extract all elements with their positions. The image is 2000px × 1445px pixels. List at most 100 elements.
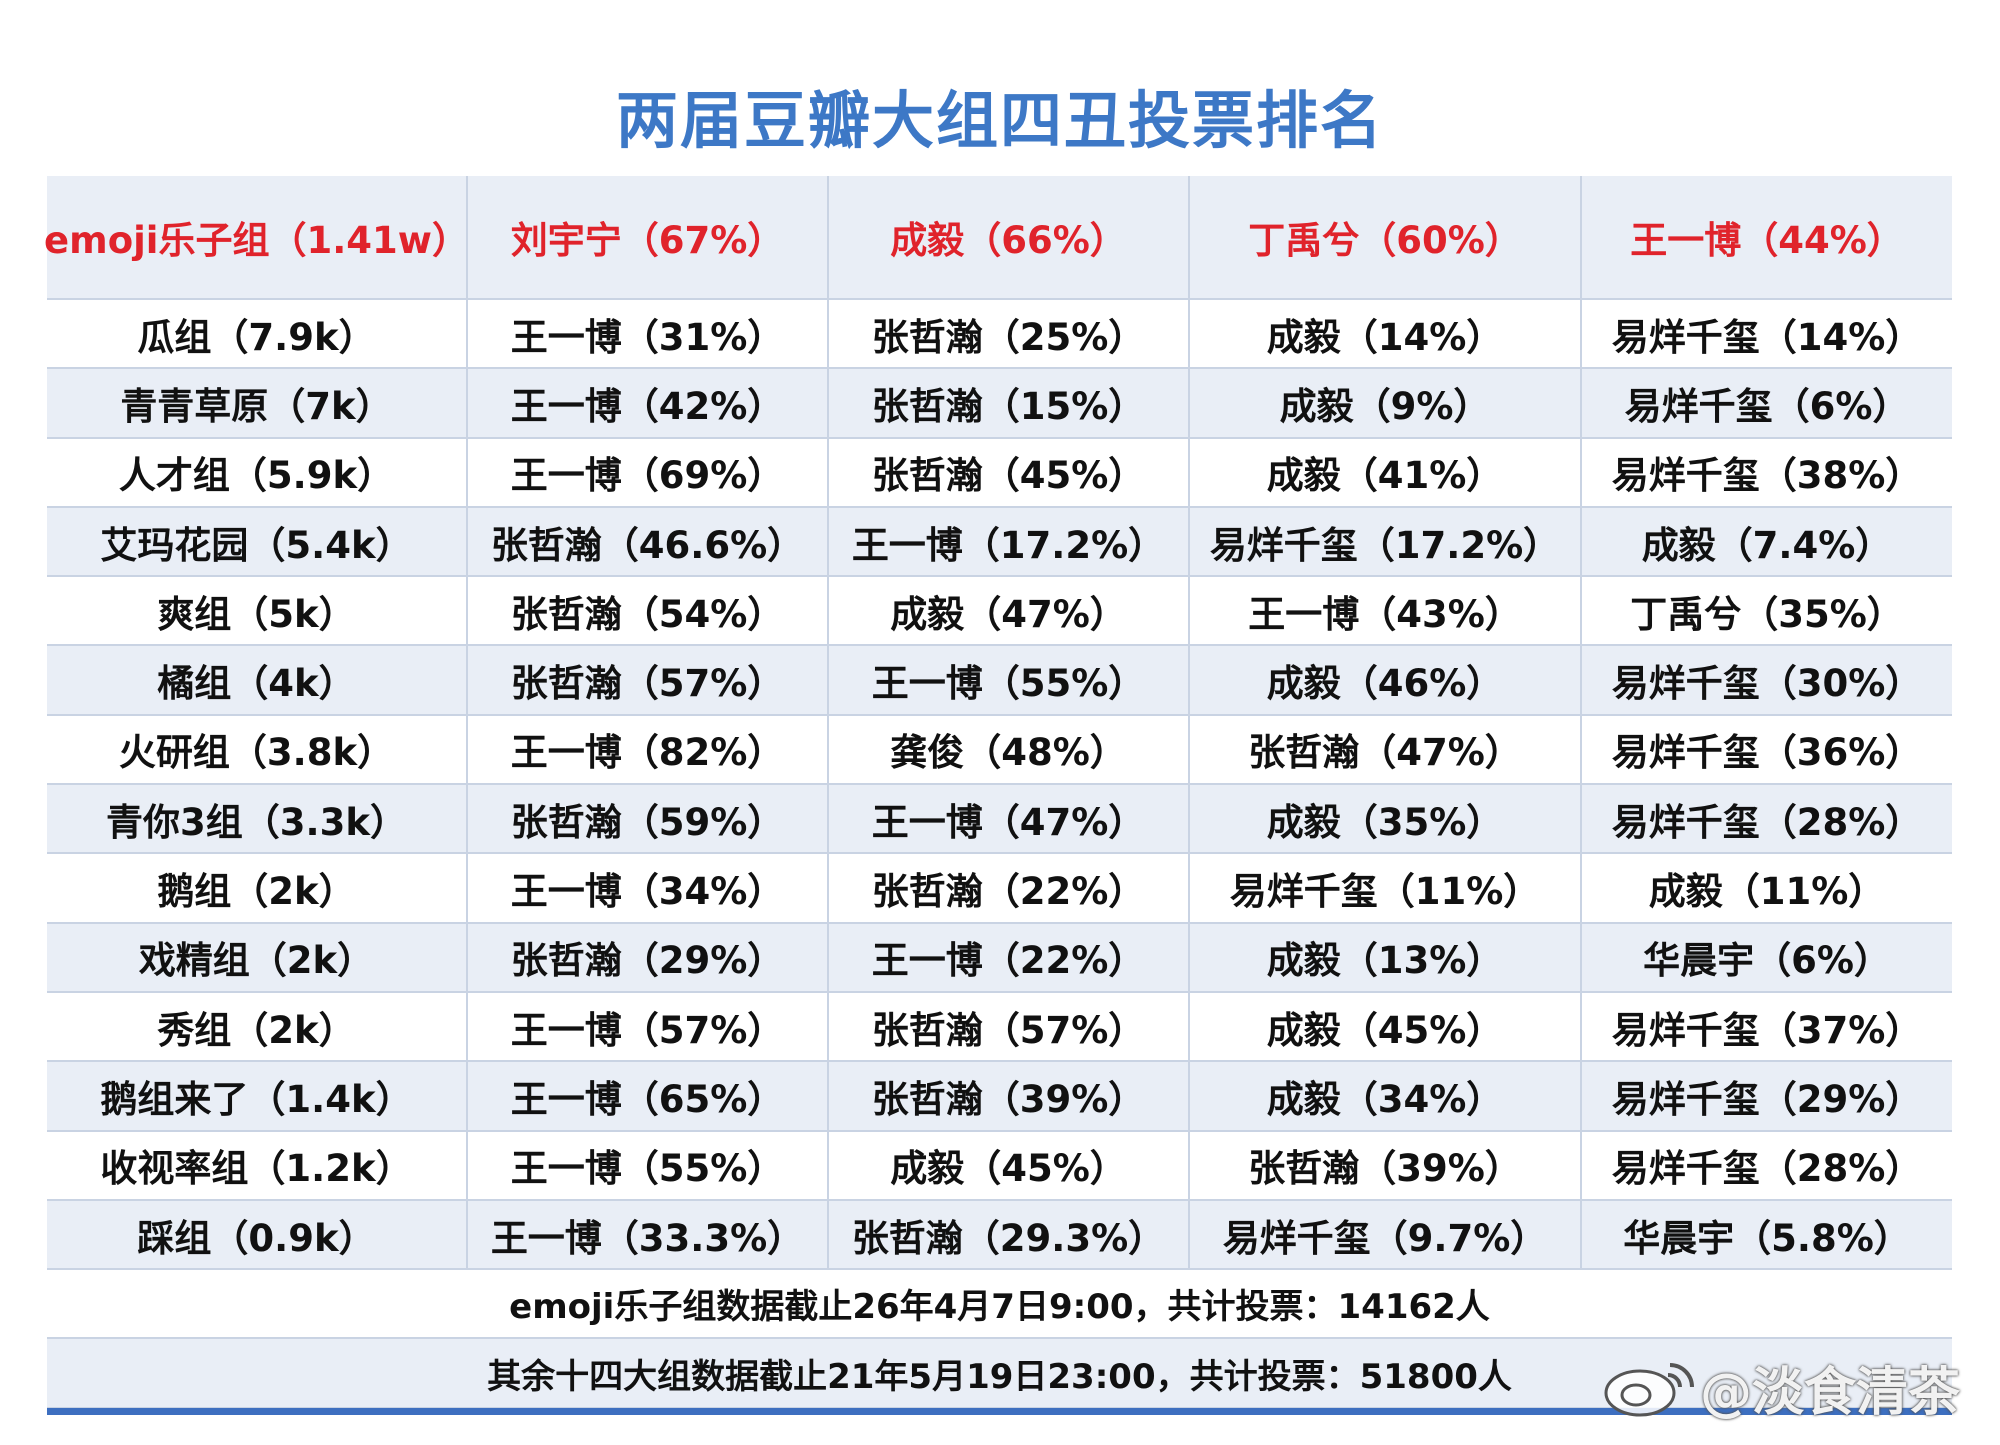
table-row: 瓜组（7.9k） 王一博（31%） 张哲瀚（25%） 成毅（14%） 易烊千玺（14%） (47, 300, 1952, 370)
table-cell: 成毅（47%） (829, 577, 1190, 645)
table-row: 戏精组（2k） 张哲瀚（29%） 王一博（22%） 成毅（13%） 华晨宇（6%） (47, 923, 1952, 993)
title: 两届豆瓣大组四丑投票排名 (615, 84, 1384, 157)
table-cell: 易烊千玺（14%） (1611, 315, 1923, 359)
table-cell: 华晨宇（5.8%） (1623, 1216, 1911, 1260)
table-cell: 王一博（55%） (468, 1131, 829, 1199)
table-cell: 易烊千玺（37%） (1611, 1008, 1923, 1052)
table-cell: 易烊千玺（17.2%） (1190, 507, 1582, 576)
table-cell: 王一博（82%） (468, 715, 829, 784)
table-cell: 张哲瀚（39%） (829, 1062, 1190, 1130)
table-cell: 王一博（17.2%） (829, 507, 1190, 576)
table-cell: 成毅（45%） (829, 1131, 1190, 1199)
table-cell: 易烊千玺（29%） (1611, 1077, 1923, 1121)
table-cell: 收视率组（1.2k） (47, 1131, 468, 1199)
table-cell: 爽组（5k） (47, 577, 468, 645)
table-cell: 踩组（0.9k） (47, 1200, 468, 1269)
table-row: 秀组（2k） 王一博（57%） 张哲瀚（57%） 成毅（45%） 易烊千玺（37%） (47, 992, 1952, 1063)
header-cell: 王一博（44%） (1630, 219, 1904, 262)
table-row: 火研组（3.8k） 王一博（82%） 龚俊（48%） 张哲瀚（47%） 易烊千玺（36%… (47, 715, 1952, 786)
table-cell: 张哲瀚（46.6%） (468, 507, 829, 576)
table: emoji乐子组（1.41w） 刘宇宁（67%） 成毅（66%） 丁禹兮（60%） 王一… (44, 176, 1952, 1409)
table-cell: 成毅（34%） (1190, 1062, 1582, 1130)
table-cell: 成毅（41%） (1190, 438, 1582, 506)
table-row: 爽组（5k） 张哲瀚（54%） 成毅（47%） 王一博（43%） 丁禹兮（35%） (47, 577, 1952, 647)
table-cell: 张哲瀚（39%） (1190, 1131, 1582, 1199)
table-cell: 张哲瀚（45%） (829, 438, 1190, 506)
table-cell: 龚俊（48%） (829, 715, 1190, 784)
table-cell: 王一博（47%） (829, 785, 1190, 853)
table-cell: 易烊千玺（9.7%） (1190, 1200, 1582, 1269)
table-cell: 王一博（69%） (468, 438, 829, 506)
table-cell: 王一博（31%） (468, 300, 829, 368)
table-cell: 张哲瀚（47%） (1190, 715, 1582, 784)
table-cell: 成毅（35%） (1190, 785, 1582, 853)
table-cell: 成毅（46%） (1190, 646, 1582, 714)
table-row: 收视率组（1.2k） 王一博（55%） 成毅（45%） 张哲瀚（39%） 易烊千玺（28… (47, 1131, 1952, 1201)
table-cell: 张哲瀚（22%） (829, 854, 1190, 922)
table-cell: 青你3组（3.3k） (47, 785, 468, 853)
table-cell: 橘组（4k） (47, 646, 468, 714)
note: 其余十四大组数据截止21年5月19日23:00，共计投票：51800人 (487, 1356, 1512, 1397)
table-cell: 易烊千玺（6%） (1624, 384, 1910, 428)
table-cell: 王一博（34%） (468, 854, 829, 922)
table-cell: 易烊千玺（36%） (1611, 731, 1923, 775)
table-row: 青你3组（3.3k） 张哲瀚（59%） 王一博（47%） 成毅（35%） 易烊千玺（28… (47, 785, 1952, 855)
table-cell: 张哲瀚（57%） (468, 646, 829, 714)
table-cell: 易烊千玺（11%） (1190, 854, 1582, 922)
table-cell: 成毅（9%） (1190, 369, 1582, 437)
table-cell: 鹅组来了（1.4k） (47, 1062, 468, 1130)
table-cell: 易烊千玺（30%） (1611, 662, 1923, 706)
table-cell: 王一博（42%） (468, 369, 829, 437)
table-cell: 成毅（11%） (1648, 870, 1886, 914)
note-row: emoji乐子组数据截止26年4月7日9:00，共计投票：14162人 (47, 1270, 1952, 1340)
table-cell: 瓜组（7.9k） (47, 300, 468, 368)
table-cell: 人才组（5.9k） (47, 438, 468, 506)
watermark-text: @淡食清茶 (1700, 1363, 1961, 1423)
table-cell: 成毅（13%） (1190, 923, 1582, 991)
table-cell: 王一博（33.3%） (468, 1200, 829, 1269)
table-cell: 王一博（43%） (1190, 577, 1582, 645)
table-cell: 青青草原（7k） (47, 369, 468, 437)
header-cell: 刘宇宁（67%） (468, 176, 829, 298)
header-cell: 丁禹兮（60%） (1190, 176, 1582, 298)
table-row: 橘组（4k） 张哲瀚（57%） 王一博（55%） 成毅（46%） 易烊千玺（30%） (47, 646, 1952, 716)
table-cell: 戏精组（2k） (47, 923, 468, 991)
table-cell: 鹅组（2k） (47, 854, 468, 922)
table-cell: 王一博（55%） (829, 646, 1190, 714)
note: emoji乐子组数据截止26年4月7日9:00，共计投票：14162人 (509, 1287, 1490, 1328)
bottom-bar (47, 1408, 1952, 1415)
header-cell: 成毅（66%） (829, 176, 1190, 298)
watermark: @淡食清茶 (1600, 1350, 1960, 1425)
table-cell: 成毅（7.4%） (1641, 523, 1893, 567)
table-cell: 秀组（2k） (47, 992, 468, 1061)
table-row: 踩组（0.9k） 王一博（33.3%） 张哲瀚（29.3%） 易烊千玺（9.7%） 华晨… (47, 1200, 1952, 1271)
table-cell: 火研组（3.8k） (47, 715, 468, 784)
table-row: 青青草原（7k） 王一博（42%） 张哲瀚（15%） 成毅（9%） 易烊千玺（6%） (47, 369, 1952, 439)
table-cell: 易烊千玺（28%） (1611, 1147, 1923, 1191)
table-row: 艾玛花园（5.4k） 张哲瀚（46.6%） 王一博（17.2%） 易烊千玺（17.2%… (47, 507, 1952, 578)
table-cell: 艾玛花园（5.4k） (47, 507, 468, 576)
table-cell: 华晨宇（6%） (1643, 939, 1891, 983)
table-cell: 丁禹兮（35%） (1630, 592, 1904, 636)
header-row: emoji乐子组（1.41w） 刘宇宁（67%） 成毅（66%） 丁禹兮（60%） 王一… (44, 176, 1952, 300)
table-row: 鹅组（2k） 王一博（34%） 张哲瀚（22%） 易烊千玺（11%） 成毅（11%） (47, 854, 1952, 924)
table-cell: 王一博（57%） (468, 992, 829, 1061)
weibo-icon (1604, 1362, 1694, 1416)
table-cell: 易烊千玺（28%） (1611, 800, 1923, 844)
table-cell: 王一博（65%） (468, 1062, 829, 1130)
table-cell: 张哲瀚（29.3%） (829, 1200, 1190, 1269)
table-cell: 张哲瀚（54%） (468, 577, 829, 645)
table-row: 人才组（5.9k） 王一博（69%） 张哲瀚（45%） 成毅（41%） 易烊千玺（38%… (47, 438, 1952, 508)
table-cell: 成毅（14%） (1190, 300, 1582, 368)
table-cell: 易烊千玺（38%） (1611, 454, 1923, 498)
table-cell: 张哲瀚（29%） (468, 923, 829, 991)
table-cell: 成毅（45%） (1190, 992, 1582, 1061)
table-cell: 张哲瀚（25%） (829, 300, 1190, 368)
header-cell: emoji乐子组（1.41w） (44, 176, 469, 298)
table-cell: 张哲瀚（15%） (829, 369, 1190, 437)
table-cell: 张哲瀚（59%） (468, 785, 829, 853)
table-cell: 王一博（22%） (829, 923, 1190, 991)
table-cell: 张哲瀚（57%） (829, 992, 1190, 1061)
table-row: 鹅组来了（1.4k） 王一博（65%） 张哲瀚（39%） 成毅（34%） 易烊千玺（29… (47, 1062, 1952, 1132)
